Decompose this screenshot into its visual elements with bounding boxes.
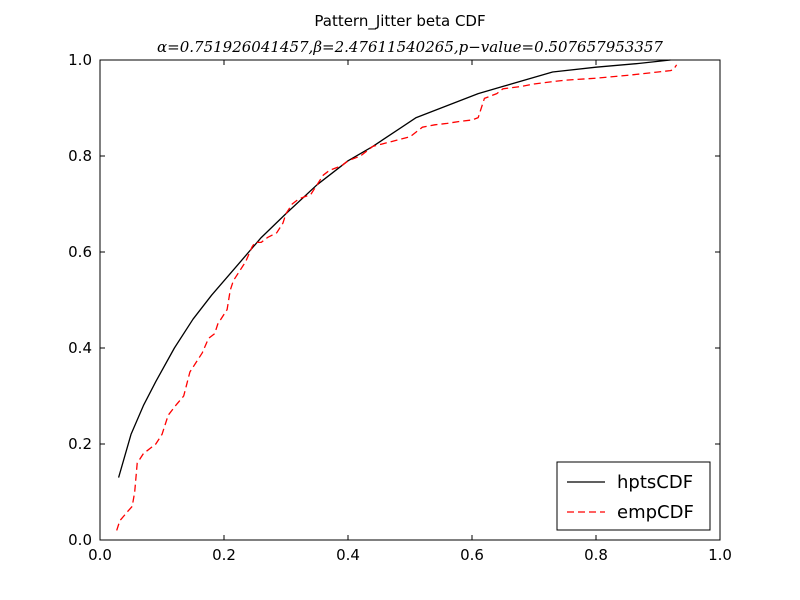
y-tick-label: 0.0 [68,531,92,549]
y-tick-label: 0.6 [68,243,92,261]
legend-label-empCDF: empCDF [617,502,694,523]
y-tick-label: 0.8 [68,147,92,165]
legend: hptsCDF empCDF [556,461,711,531]
legend-box [556,461,711,531]
series-line-empCDF [116,64,678,531]
y-tick-label: 0.2 [68,435,92,453]
y-tick-label: 0.4 [68,339,92,357]
x-tick-label: 0.0 [88,546,112,564]
x-tick-label: 1.0 [708,546,732,564]
y-tick-label: 1.0 [68,51,92,69]
chart-title: Pattern_Jitter beta CDF [314,12,485,31]
x-tick-label: 0.4 [336,546,360,564]
x-tick-label: 0.6 [460,546,484,564]
x-tick-label: 0.8 [584,546,608,564]
plot-area [116,59,678,531]
series-line-hptsCDF [117,59,671,478]
legend-label-hptsCDF: hptsCDF [617,472,693,493]
axes: 0.0 0.2 0.4 0.6 0.8 1.0 0.0 0.2 0.4 0.6 0.8 1.0 [68,51,732,564]
axes-frame [99,59,721,541]
x-tick-label: 0.2 [212,546,236,564]
chart-subtitle: α=0.751926041457,β=2.47611540265,p−value… [157,38,663,56]
